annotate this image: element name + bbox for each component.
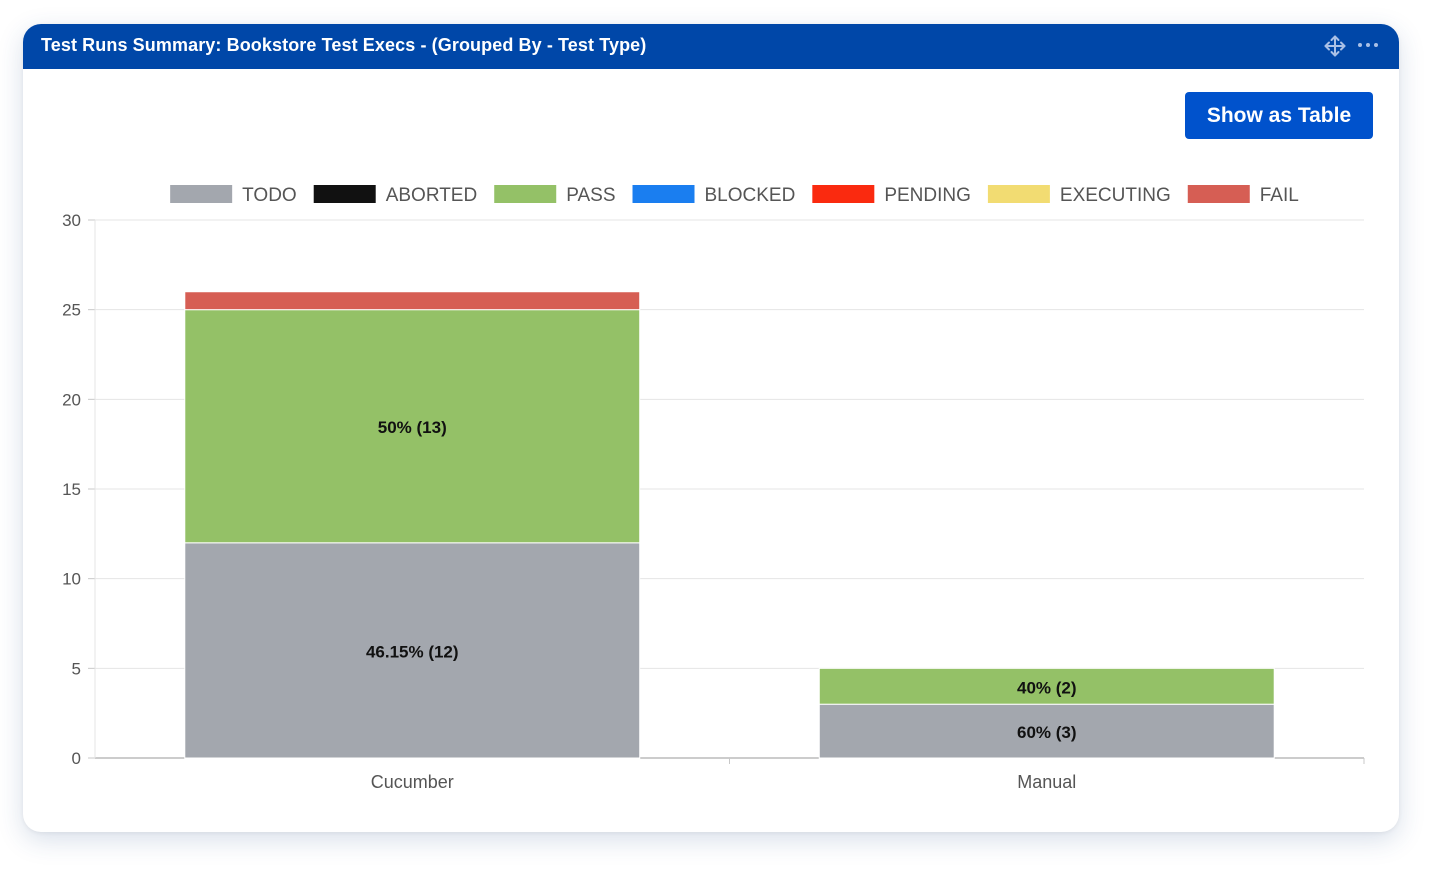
legend-label: FAIL [1260, 185, 1299, 206]
widget-title: Test Runs Summary: Bookstore Test Execs … [41, 35, 647, 55]
data-label: 50% (13) [378, 418, 447, 437]
bar-cucumber-todo [184, 542, 641, 759]
y-tick-label: 15 [62, 480, 81, 499]
stacked-bar-chart: 46.15% (12) 50% (13) 60% (3) 40% (2) 0 5 10 15… [62, 185, 1365, 792]
legend-item-pass: PASS [494, 185, 616, 206]
legend-item-blocked: BLOCKED [632, 185, 796, 206]
data-label: 40% (2) [1017, 678, 1077, 697]
bar-cucumber-pass [184, 309, 641, 544]
legend-label: PENDING [884, 185, 971, 206]
y-tick-label: 25 [62, 301, 81, 320]
legend-item-aborted: ABORTED [313, 185, 478, 206]
legend-swatch [494, 185, 557, 203]
move-icon[interactable] [1323, 34, 1347, 58]
legend-item-todo: TODO [170, 185, 297, 206]
legend-item-pending: PENDING [812, 185, 971, 206]
widget-header: Test Runs Summary: Bookstore Test Execs … [23, 24, 1399, 69]
bar-cucumber-fail [184, 291, 641, 311]
show-as-table-button[interactable]: Show as Table [1185, 92, 1373, 139]
y-tick-label: 30 [62, 211, 81, 230]
x-tick-label: Manual [1017, 772, 1076, 792]
x-tick-label: Cucumber [371, 772, 454, 792]
header-actions [1323, 33, 1379, 59]
legend-label: BLOCKED [705, 185, 796, 206]
y-tick-label: 5 [72, 659, 81, 678]
legend-label: ABORTED [386, 185, 478, 206]
legend-swatch [812, 185, 875, 203]
more-options-icon[interactable] [1357, 34, 1379, 58]
legend-label: PASS [566, 185, 615, 206]
y-tick-label: 0 [72, 749, 81, 768]
test-runs-summary-widget: Test Runs Summary: Bookstore Test Execs … [23, 24, 1399, 832]
bar-manual-todo [818, 703, 1275, 759]
bar-manual-pass [818, 667, 1275, 705]
legend-label: TODO [242, 185, 297, 206]
legend-label: EXECUTING [1060, 185, 1171, 206]
data-label: 46.15% (12) [366, 642, 459, 661]
legend-item-fail: FAIL [1187, 185, 1299, 206]
y-tick-label: 20 [62, 390, 81, 409]
legend-swatch [632, 185, 695, 203]
legend-swatch [170, 185, 233, 203]
legend-item-executing: EXECUTING [987, 185, 1171, 206]
chart-area: 46.15% (12) 50% (13) 60% (3) 40% (2) 0 5 10 15… [23, 24, 1399, 832]
y-tick-label: 10 [62, 570, 81, 589]
data-label: 60% (3) [1017, 723, 1077, 742]
legend-swatch [1187, 185, 1250, 203]
legend-swatch [313, 185, 376, 203]
legend-swatch [987, 185, 1050, 203]
